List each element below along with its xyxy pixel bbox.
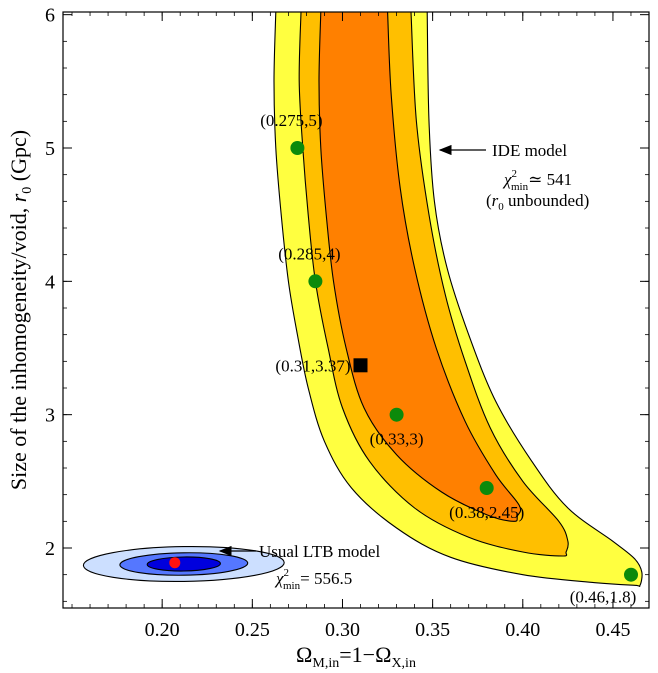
x-label-sub2: X,in bbox=[391, 656, 416, 671]
ltb-contour-inner bbox=[146, 556, 221, 572]
y-label-post: (Gpc) bbox=[6, 130, 31, 187]
ide-annotation: IDE model χ2 min≃ 541 (r0 unbounded) bbox=[438, 141, 589, 213]
ltb-contours bbox=[82, 545, 285, 583]
point-label-0: (0.275,5) bbox=[260, 111, 322, 130]
sample-point-3 bbox=[389, 407, 404, 422]
ide-contour-inner bbox=[318, 12, 522, 522]
point-label-3: (0.33,3) bbox=[370, 430, 424, 449]
ltb-chi-sub: min bbox=[283, 580, 301, 592]
ltb-chi-value: = 556.5 bbox=[300, 569, 352, 588]
point-labels: (0.275,5) (0.285,4) (0.31,3.37) (0.33,3) (0.… bbox=[260, 111, 636, 607]
y-axis-label: Size of the inhomogeneity/void, r0 (Gpc) bbox=[6, 130, 35, 490]
x-tick-label: 0.30 bbox=[325, 619, 360, 641]
y-tick-label: 5 bbox=[45, 138, 55, 160]
ide-note: (r0 unbounded) bbox=[486, 191, 589, 213]
x-label-omega: Ω bbox=[296, 642, 312, 667]
best-fit-marker bbox=[353, 358, 368, 373]
ide-chi-symbol: χ bbox=[502, 170, 512, 189]
y-tick-label: 3 bbox=[45, 405, 55, 427]
sample-point-5 bbox=[624, 567, 638, 582]
x-label-mid: =1− bbox=[339, 642, 375, 667]
ide-chi-sup: 2 bbox=[511, 168, 517, 180]
y-tick-label: 6 bbox=[45, 5, 55, 27]
ltb-chi-square: χ2 min= 556.5 bbox=[274, 567, 352, 592]
y-tick-label: 2 bbox=[45, 538, 55, 560]
ide-note-sub: 0 bbox=[498, 201, 504, 213]
ltb-best-fit-point bbox=[169, 557, 181, 569]
sample-point-0 bbox=[290, 141, 305, 155]
ide-note-rest: unbounded) bbox=[504, 191, 589, 210]
x-tick-label: 0.45 bbox=[595, 619, 630, 641]
x-tick-label: 0.25 bbox=[235, 619, 270, 641]
axis-ticks: 0.20 0.25 0.30 0.35 0.40 0.45 2 3 4 5 6 bbox=[45, 5, 649, 641]
ltb-chi-symbol: χ bbox=[274, 569, 284, 588]
x-tick-label: 0.40 bbox=[505, 619, 540, 641]
ide-note-open: ( bbox=[486, 191, 492, 210]
point-label-2: (0.31,3.37) bbox=[275, 356, 350, 375]
sample-point-4 bbox=[479, 481, 494, 495]
ide-chi-square: χ2 min≃ 541 bbox=[502, 168, 572, 193]
x-label-omega-2: Ω bbox=[375, 642, 391, 667]
x-tick-label: 0.20 bbox=[145, 619, 180, 641]
plot-frame bbox=[62, 11, 650, 609]
y-tick-label: 4 bbox=[45, 271, 55, 293]
point-label-1: (0.285,4) bbox=[278, 244, 340, 263]
ide-chi-sub: min bbox=[511, 181, 529, 193]
sample-point-1 bbox=[308, 274, 323, 289]
best-fit-points bbox=[169, 141, 638, 582]
y-label-r: r bbox=[6, 193, 31, 202]
y-label-pre: Size of the inhomogeneity/void, bbox=[6, 202, 31, 490]
x-axis-label: ΩM,in=1−ΩX,in bbox=[296, 642, 416, 671]
ltb-annotation: Usual LTB model χ2 min= 556.5 bbox=[218, 542, 380, 592]
ide-chi-value: ≃ 541 bbox=[528, 170, 572, 189]
ltb-annotation-title: Usual LTB model bbox=[259, 542, 380, 561]
y-label-sub: 0 bbox=[20, 187, 35, 194]
ide-annotation-title: IDE model bbox=[492, 141, 567, 160]
point-label-5: (0.46,1.8) bbox=[570, 588, 637, 607]
ide-contours bbox=[273, 12, 643, 587]
ltb-chi-sup: 2 bbox=[283, 567, 289, 579]
point-label-4: (0.38,2.45) bbox=[449, 503, 524, 522]
ide-note-r: r bbox=[492, 191, 499, 210]
x-tick-label: 0.35 bbox=[415, 619, 450, 641]
x-label-sub1: M,in bbox=[312, 656, 339, 671]
